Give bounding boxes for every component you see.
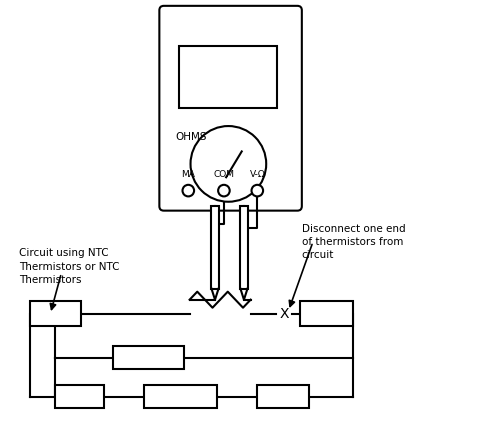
Bar	[257, 385, 308, 408]
Text: MA: MA	[182, 170, 195, 179]
Circle shape	[251, 185, 263, 196]
Text: V-Ω: V-Ω	[250, 170, 265, 179]
Bar	[180, 46, 277, 108]
Bar	[113, 346, 184, 369]
Text: COM: COM	[214, 170, 234, 179]
Bar	[240, 206, 248, 289]
Bar	[30, 302, 81, 326]
Circle shape	[218, 185, 230, 196]
Text: Disconnect one end
of thermistors from
circuit: Disconnect one end of thermistors from c…	[302, 224, 405, 260]
Circle shape	[191, 126, 266, 202]
Text: X: X	[279, 307, 289, 321]
Text: OHMS: OHMS	[175, 132, 206, 142]
FancyBboxPatch shape	[160, 6, 302, 211]
Bar	[144, 385, 217, 408]
Bar	[211, 206, 218, 289]
Text: Circuit using NTC
Thermistors or NTC
Thermistors: Circuit using NTC Thermistors or NTC The…	[19, 249, 120, 285]
Bar	[55, 385, 104, 408]
Circle shape	[182, 185, 194, 196]
Bar	[299, 302, 353, 326]
